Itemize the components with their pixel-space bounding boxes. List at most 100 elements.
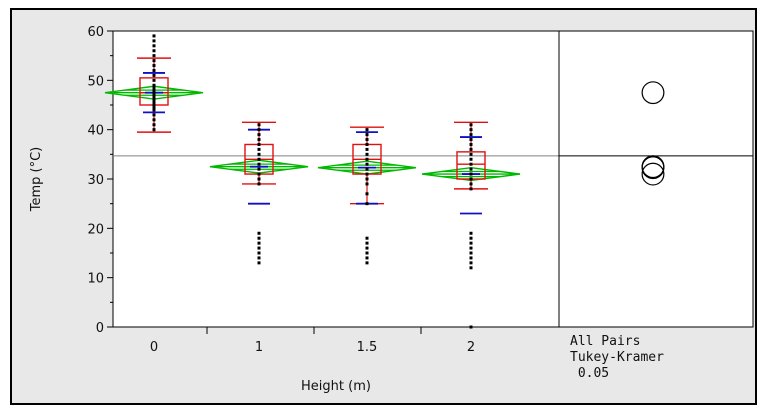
data-point xyxy=(152,39,156,43)
data-point xyxy=(152,103,156,107)
data-point xyxy=(469,123,473,127)
data-point xyxy=(365,142,369,146)
y-tick-label: 20 xyxy=(87,222,104,237)
data-point xyxy=(152,68,156,72)
data-point xyxy=(469,172,473,176)
data-point xyxy=(257,177,261,181)
y-tick-label: 0 xyxy=(96,321,104,336)
data-point xyxy=(469,266,473,270)
data-point xyxy=(257,246,261,250)
data-point xyxy=(257,167,261,171)
y-tick-label: 30 xyxy=(87,173,104,188)
data-point xyxy=(257,152,261,156)
data-point xyxy=(469,138,473,142)
data-point xyxy=(257,231,261,235)
y-tick-label: 50 xyxy=(87,74,104,89)
data-point xyxy=(469,187,473,191)
comparison-label-line: All Pairs xyxy=(570,334,640,349)
data-point xyxy=(469,236,473,240)
data-point xyxy=(152,49,156,53)
data-point xyxy=(469,177,473,181)
y-tick-label: 10 xyxy=(87,272,104,287)
data-point xyxy=(365,251,369,255)
data-point xyxy=(469,246,473,250)
x-tick-label: 1 xyxy=(255,340,263,355)
data-point xyxy=(365,167,369,171)
data-point xyxy=(365,202,369,206)
data-point xyxy=(469,142,473,146)
data-point xyxy=(152,108,156,112)
x-tick-label: 0 xyxy=(150,340,158,355)
plot-area xyxy=(104,30,560,329)
data-point xyxy=(152,113,156,117)
comparison-circle xyxy=(641,156,665,180)
data-point xyxy=(469,133,473,137)
data-point xyxy=(365,177,369,181)
data-point xyxy=(152,64,156,68)
data-point xyxy=(257,251,261,255)
data-point xyxy=(152,78,156,82)
data-point xyxy=(152,88,156,92)
data-point xyxy=(365,138,369,142)
data-point xyxy=(469,251,473,255)
comparison-label-line: Tukey-Kramer xyxy=(570,350,664,365)
group-0 xyxy=(104,34,204,133)
data-point xyxy=(152,96,156,100)
data-point xyxy=(469,162,473,166)
comparison-circle xyxy=(641,81,665,105)
data-point xyxy=(365,261,369,265)
data-point xyxy=(152,59,156,63)
data-point xyxy=(257,133,261,137)
group-2 xyxy=(421,121,521,329)
data-point xyxy=(365,192,369,196)
chart-frame: All Pairs Tukey-Kramer 0.05 0 10 20 30 40 50 60… xyxy=(10,8,757,405)
data-point xyxy=(469,325,473,329)
y-tick-label: 40 xyxy=(87,124,104,139)
comparison-panel-background xyxy=(558,30,754,328)
data-point xyxy=(365,133,369,137)
data-point xyxy=(152,34,156,38)
data-point xyxy=(152,54,156,58)
data-point xyxy=(257,157,261,161)
axes: 0 10 20 30 40 50 60 0 1 1.5 2 xyxy=(87,25,475,355)
data-point xyxy=(365,152,369,156)
data-point xyxy=(365,128,369,132)
data-point xyxy=(469,128,473,132)
data-point xyxy=(152,123,156,127)
data-point xyxy=(152,83,156,87)
data-point xyxy=(257,241,261,245)
data-point xyxy=(257,128,261,132)
data-point xyxy=(152,91,156,95)
data-point xyxy=(257,236,261,240)
data-point xyxy=(469,152,473,156)
data-point xyxy=(365,241,369,245)
comparison-label-line: 0.05 xyxy=(570,366,609,381)
y-axis-title: Temp (°C) xyxy=(29,147,44,213)
data-point xyxy=(469,241,473,245)
data-point xyxy=(257,138,261,142)
data-point xyxy=(152,86,156,90)
data-point xyxy=(152,101,156,105)
data-point xyxy=(365,157,369,161)
x-tick-label: 1.5 xyxy=(357,340,378,355)
data-point xyxy=(152,128,156,132)
x-tick-label: 2 xyxy=(467,340,475,355)
plot-background xyxy=(112,30,560,328)
data-point xyxy=(257,162,261,166)
data-point xyxy=(257,123,261,127)
data-point xyxy=(365,147,369,151)
data-point xyxy=(152,118,156,122)
data-point xyxy=(365,256,369,260)
data-point xyxy=(365,236,369,240)
data-point xyxy=(152,105,156,109)
data-point xyxy=(469,157,473,161)
data-point xyxy=(152,98,156,102)
data-point xyxy=(469,256,473,260)
data-point xyxy=(469,182,473,186)
data-point xyxy=(257,261,261,265)
data-point xyxy=(257,142,261,146)
data-point xyxy=(365,182,369,186)
comparison-circle xyxy=(641,162,665,186)
data-point xyxy=(257,182,261,186)
